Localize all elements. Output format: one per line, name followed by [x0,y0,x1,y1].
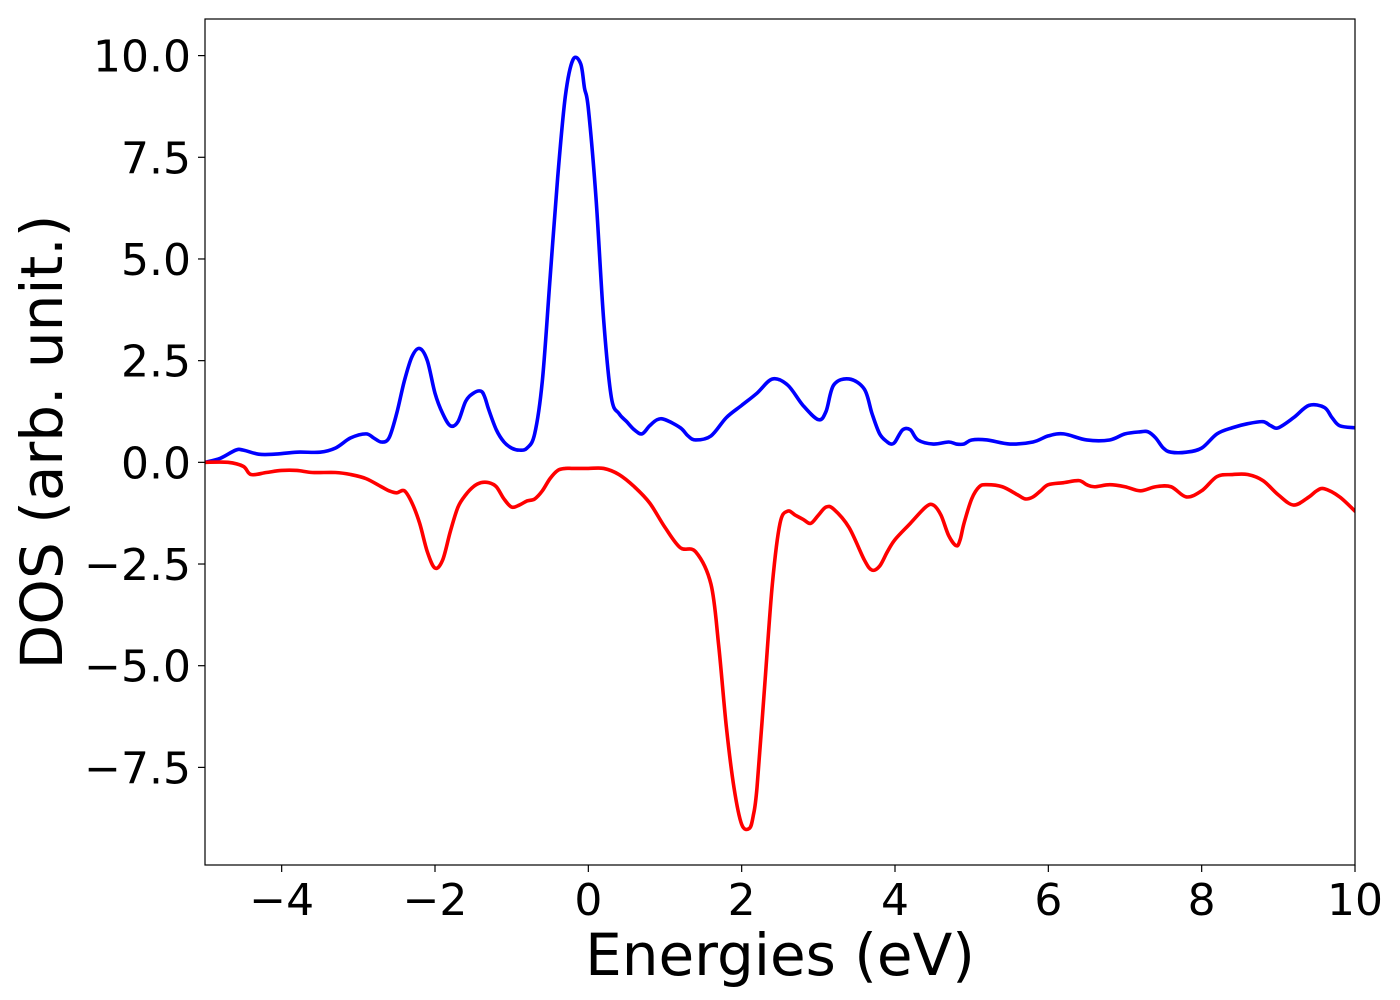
x-axis-label: Energies (eV) [585,921,975,989]
x-tick-label: 0 [574,875,602,926]
y-tick-label: 0.0 [121,438,191,489]
y-tick-label: 2.5 [121,337,191,388]
series-line-1 [205,55,1355,465]
x-tick-label: 10 [1327,875,1383,926]
y-tick-label: 5.0 [121,235,191,286]
y-tick-label: 7.5 [121,133,191,184]
y-axis-label: DOS (arb. unit.) [8,215,76,670]
x-axis: −4 −2 0 2 4 6 8 10 [249,865,1383,926]
y-tick-label: −7.5 [84,743,191,794]
x-tick-label: −2 [403,875,468,926]
series-line-2 [205,460,1355,832]
series-layer [205,55,1355,832]
y-tick-label: −5.0 [84,642,191,693]
x-tick-label: 2 [728,875,756,926]
plot-frame [204,18,1356,866]
y-tick-label: −2.5 [84,540,191,591]
y-tick-label: 10.0 [93,32,191,83]
x-tick-label: −4 [249,875,314,926]
x-tick-label: 8 [1188,875,1216,926]
x-tick-label: 6 [1034,875,1062,926]
y-axis: −7.5 −5.0 −2.5 0.0 2.5 5.0 7.5 10.0 [84,32,205,794]
x-tick-label: 4 [881,875,909,926]
